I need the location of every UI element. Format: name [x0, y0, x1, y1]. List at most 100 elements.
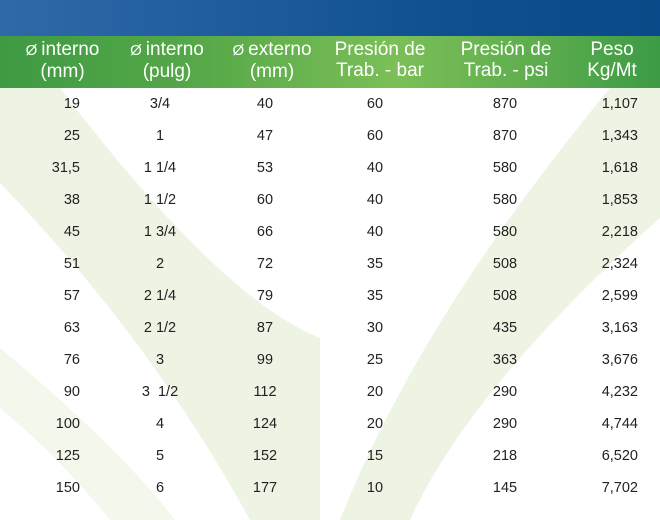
cell-presion-psi: 145 [492, 480, 518, 496]
cell-peso: 6,520 [601, 448, 638, 464]
cell-interno-pulg: 4 [155, 416, 165, 432]
cell-presion-bar: 20 [366, 384, 384, 400]
cell-interno-mm: 19 [63, 96, 80, 112]
table-row: 100 4 124 20 290 4,744 [0, 408, 660, 440]
cell-peso: 2,324 [601, 256, 638, 272]
cell-externo-mm: 124 [252, 416, 278, 432]
table-row: 38 1 1/2 60 40 580 1,853 [0, 184, 660, 216]
cell-externo-mm: 66 [256, 224, 274, 240]
cell-externo-mm: 112 [253, 384, 277, 400]
cell-peso: 7,702 [601, 480, 638, 496]
cell-presion-bar: 15 [366, 448, 384, 464]
cell-interno-mm: 100 [55, 416, 80, 432]
cell-externo-mm: 87 [256, 320, 274, 336]
cell-externo-mm: 47 [256, 128, 274, 144]
cell-presion-psi: 870 [492, 128, 518, 144]
watermark-chevron-right [340, 88, 660, 520]
cell-peso: 4,232 [601, 384, 638, 400]
table-row: 125 5 152 15 218 6,520 [0, 440, 660, 472]
cell-interno-pulg: 3 [155, 352, 165, 368]
cell-peso: 3,163 [601, 320, 638, 336]
cell-interno-pulg: 1 1/4 [143, 160, 177, 176]
cell-interno-pulg: 2 1/2 [143, 320, 177, 336]
watermark-chevron-lower [0, 348, 175, 520]
cell-interno-pulg: 1 3/4 [143, 224, 177, 240]
table-row: 90 3 1/2 112 20 290 4,232 [0, 376, 660, 408]
cell-peso: 2,599 [601, 288, 638, 304]
col-header-peso: Peso Kg/Mt [587, 39, 637, 81]
cell-presion-psi: 363 [492, 352, 518, 368]
cell-presion-bar: 10 [366, 480, 384, 496]
cell-interno-mm: 150 [55, 480, 80, 496]
cell-interno-pulg: 3 1/2 [141, 384, 179, 400]
cell-interno-mm: 90 [63, 384, 80, 400]
cell-externo-mm: 40 [256, 96, 274, 112]
cell-externo-mm: 53 [256, 160, 274, 176]
cell-interno-mm: 76 [63, 352, 80, 368]
cell-presion-bar: 60 [366, 96, 384, 112]
table-row: 76 3 99 25 363 3,676 [0, 344, 660, 376]
background-watermark-shapes [0, 88, 660, 520]
cell-interno-pulg: 2 1/4 [143, 288, 177, 304]
cell-peso: 1,343 [601, 128, 638, 144]
cell-presion-psi: 435 [492, 320, 518, 336]
cell-interno-mm: 38 [63, 192, 80, 208]
cell-presion-bar: 35 [366, 288, 384, 304]
cell-presion-psi: 290 [492, 416, 518, 432]
col-header-presion-psi: Presión de Trab. - psi [460, 39, 552, 81]
cell-presion-bar: 35 [366, 256, 384, 272]
cell-peso: 1,853 [601, 192, 638, 208]
cell-externo-mm: 60 [256, 192, 274, 208]
cell-presion-psi: 580 [492, 192, 518, 208]
cell-peso: 4,744 [601, 416, 638, 432]
cell-interno-pulg: 3/4 [149, 96, 171, 112]
cell-interno-pulg: 1 1/2 [143, 192, 177, 208]
cell-interno-mm: 57 [63, 288, 80, 304]
table-row: 57 2 1/4 79 35 508 2,599 [0, 280, 660, 312]
cell-presion-psi: 580 [492, 160, 518, 176]
cell-presion-bar: 40 [366, 192, 384, 208]
cell-presion-bar: 60 [366, 128, 384, 144]
cell-externo-mm: 177 [252, 480, 278, 496]
cell-presion-psi: 508 [492, 288, 518, 304]
cell-externo-mm: 152 [252, 448, 278, 464]
cell-peso: 3,676 [601, 352, 638, 368]
cell-peso: 2,218 [601, 224, 638, 240]
table-row: 45 1 3/4 66 40 580 2,218 [0, 216, 660, 248]
cell-presion-psi: 580 [492, 224, 518, 240]
cell-interno-mm: 45 [63, 224, 80, 240]
cell-presion-psi: 218 [492, 448, 518, 464]
top-color-band [0, 0, 660, 36]
cell-peso: 1,618 [601, 160, 638, 176]
cell-externo-mm: 79 [256, 288, 274, 304]
cell-interno-mm: 125 [55, 448, 80, 464]
table-row: 25 1 47 60 870 1,343 [0, 120, 660, 152]
table-row: 31,5 1 1/4 53 40 580 1,618 [0, 152, 660, 184]
cell-interno-mm: 31,5 [51, 160, 80, 176]
cell-presion-psi: 290 [492, 384, 518, 400]
cell-interno-pulg: 6 [155, 480, 165, 496]
cell-presion-bar: 20 [366, 416, 384, 432]
watermark-chevron-left [0, 88, 320, 520]
cell-externo-mm: 72 [256, 256, 274, 272]
cell-presion-psi: 870 [492, 96, 518, 112]
cell-peso: 1,107 [601, 96, 638, 112]
cell-presion-bar: 30 [366, 320, 384, 336]
cell-interno-pulg: 2 [155, 256, 165, 272]
cell-presion-bar: 40 [366, 224, 384, 240]
cell-interno-pulg: 5 [155, 448, 165, 464]
cell-presion-psi: 508 [492, 256, 518, 272]
col-header-presion-bar: Presión de Trab. - bar [334, 39, 426, 81]
cell-interno-mm: 63 [63, 320, 80, 336]
table-row: 19 3/4 40 60 870 1,107 [0, 88, 660, 120]
cell-presion-bar: 25 [366, 352, 384, 368]
cell-externo-mm: 99 [256, 352, 274, 368]
table-row: 51 2 72 35 508 2,324 [0, 248, 660, 280]
cell-interno-pulg: 1 [155, 128, 165, 144]
table-row: 63 2 1/2 87 30 435 3,163 [0, 312, 660, 344]
cell-interno-mm: 51 [63, 256, 80, 272]
